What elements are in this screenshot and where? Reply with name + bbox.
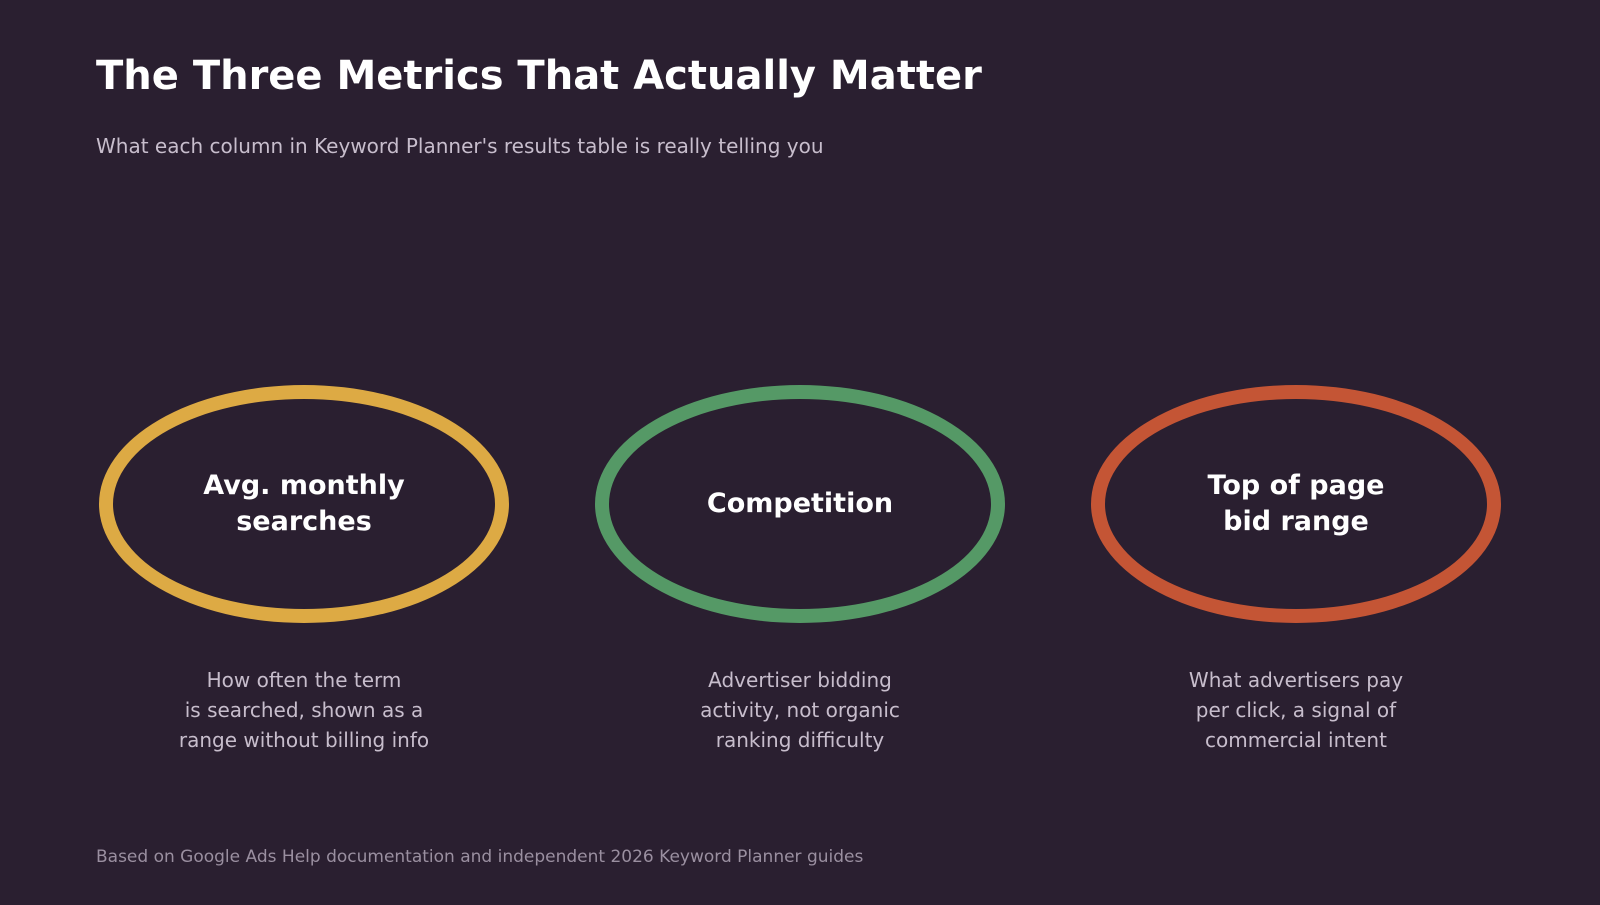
metric-description: Advertiser bidding activity, not organic… xyxy=(700,668,900,752)
metric-top-of-page-bid-range: Top of page bid range What advertisers p… xyxy=(1086,385,1506,755)
metric-description: What advertisers pay per click, a signal… xyxy=(1188,668,1404,752)
page-subtitle: What each column in Keyword Planner's re… xyxy=(96,134,824,158)
source-footnote: Based on Google Ads Help documentation a… xyxy=(96,847,864,867)
metric-label: Avg. monthly searches xyxy=(203,470,405,537)
metric-label: Competition xyxy=(706,488,894,519)
metric-description: How often the term is searched, shown as… xyxy=(178,668,430,752)
metric-competition: Competition Advertiser bidding activity,… xyxy=(590,385,1010,755)
metric-label: Top of page bid range xyxy=(1207,470,1385,537)
metric-ring: Top of page bid range xyxy=(1091,385,1501,623)
metric-ring: Competition xyxy=(595,385,1005,623)
metric-avg-monthly-searches: Avg. monthly searches How often the term… xyxy=(94,385,514,755)
page-title: The Three Metrics That Actually Matter xyxy=(96,53,982,99)
metric-ring: Avg. monthly searches xyxy=(99,385,509,623)
